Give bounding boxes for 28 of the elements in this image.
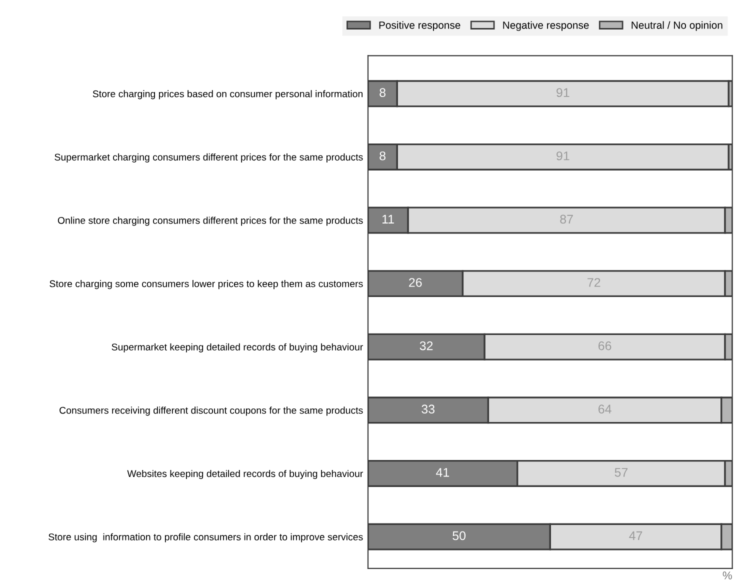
data-label: 32 bbox=[420, 341, 433, 350]
y-tick-label: Websites keeping detailed records of buying behaviour bbox=[127, 470, 363, 480]
data-label: 91 bbox=[556, 88, 570, 98]
x-axis-title: % bbox=[722, 572, 732, 580]
y-tick-label: Online store charging consumers different prices for the same products bbox=[58, 216, 363, 226]
legend-label: Neutral / No opinion bbox=[632, 21, 722, 31]
y-tick-label: Store charging some consumers lower prices to keep them as customers bbox=[50, 280, 363, 290]
data-label: 72 bbox=[588, 278, 600, 287]
data-label: 66 bbox=[598, 341, 612, 350]
y-tick-label: Store charging prices based on consumer personal information bbox=[92, 90, 363, 100]
data-label: 33 bbox=[422, 404, 435, 414]
data-label: 57 bbox=[614, 468, 628, 477]
y-tick-label: Supermarket keeping detailed records of buying behaviour bbox=[112, 343, 363, 352]
data-label: 91 bbox=[556, 151, 570, 160]
data-label: 8 bbox=[380, 88, 386, 98]
data-label: 50 bbox=[452, 531, 466, 540]
y-tick-label: Consumers receiving different discount coupons for the same products bbox=[60, 406, 363, 416]
data-label: 26 bbox=[409, 278, 422, 287]
data-label: 47 bbox=[629, 531, 642, 540]
data-label: 87 bbox=[560, 214, 573, 224]
y-tick-label: Supermarket charging consumers different prices for the same products bbox=[54, 153, 363, 162]
legend-label: Positive response bbox=[379, 21, 460, 31]
data-label: 64 bbox=[598, 404, 612, 414]
data-label: 41 bbox=[436, 468, 450, 477]
data-label: 8 bbox=[380, 151, 386, 160]
data-label: 11 bbox=[382, 214, 394, 224]
legend-label: Negative response bbox=[503, 21, 589, 31]
y-tick-label: Store using information to profile consumers in order to improve services bbox=[48, 533, 363, 542]
